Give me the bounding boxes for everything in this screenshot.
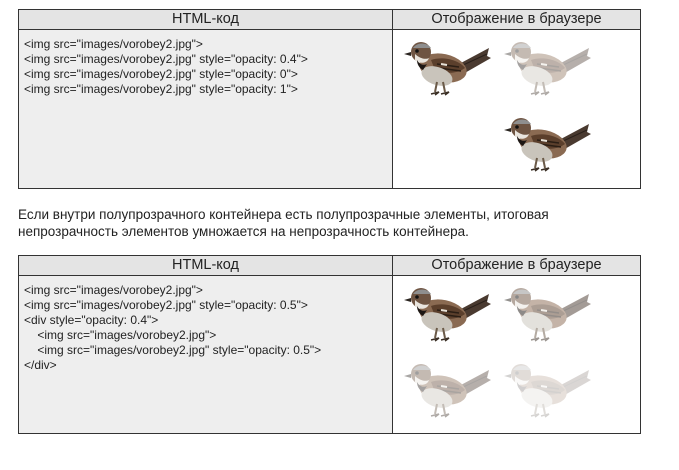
sparrow-image [501, 34, 593, 102]
browser-display-cell [392, 29, 641, 189]
explanation-paragraph: Если внутри полупрозрачного контейнера е… [18, 207, 549, 239]
example-table-2: HTML-код Отображение в браузере <img src… [18, 255, 641, 434]
example-table-1: HTML-код Отображение в браузере <img src… [18, 9, 641, 189]
sparrow-image [401, 356, 493, 424]
code-line: <img src="images/vorobey2.jpg"> [24, 328, 217, 342]
display-stage [393, 30, 641, 188]
code-line: <img src="images/vorobey2.jpg"> [24, 37, 203, 51]
code-line: </div> [24, 358, 57, 372]
code-line: <img src="images/vorobey2.jpg" style="op… [24, 343, 322, 357]
code-block: <img src="images/vorobey2.jpg"> <img src=… [18, 275, 393, 434]
sparrow-image [401, 34, 493, 102]
sparrow-image [401, 280, 493, 348]
display-stage [393, 276, 641, 433]
header-browser-display: Отображение в браузере [392, 9, 641, 30]
browser-display-cell [392, 275, 641, 434]
sparrow-image [501, 110, 593, 178]
header-browser-display: Отображение в браузере [392, 255, 641, 276]
code-line: <img src="images/vorobey2.jpg"> [24, 283, 203, 297]
code-line: <img src="images/vorobey2.jpg" style="op… [24, 52, 308, 66]
code-line: <img src="images/vorobey2.jpg" style="op… [24, 67, 298, 81]
code-line: <img src="images/vorobey2.jpg" style="op… [24, 298, 308, 312]
header-html-code: HTML-код [18, 9, 393, 30]
sparrow-image [501, 280, 593, 348]
code-block: <img src="images/vorobey2.jpg"> <img src=… [18, 29, 393, 189]
header-html-code: HTML-код [18, 255, 393, 276]
code-line: <img src="images/vorobey2.jpg" style="op… [24, 82, 298, 96]
code-line: <div style="opacity: 0.4"> [24, 313, 159, 327]
sparrow-image [501, 356, 593, 424]
